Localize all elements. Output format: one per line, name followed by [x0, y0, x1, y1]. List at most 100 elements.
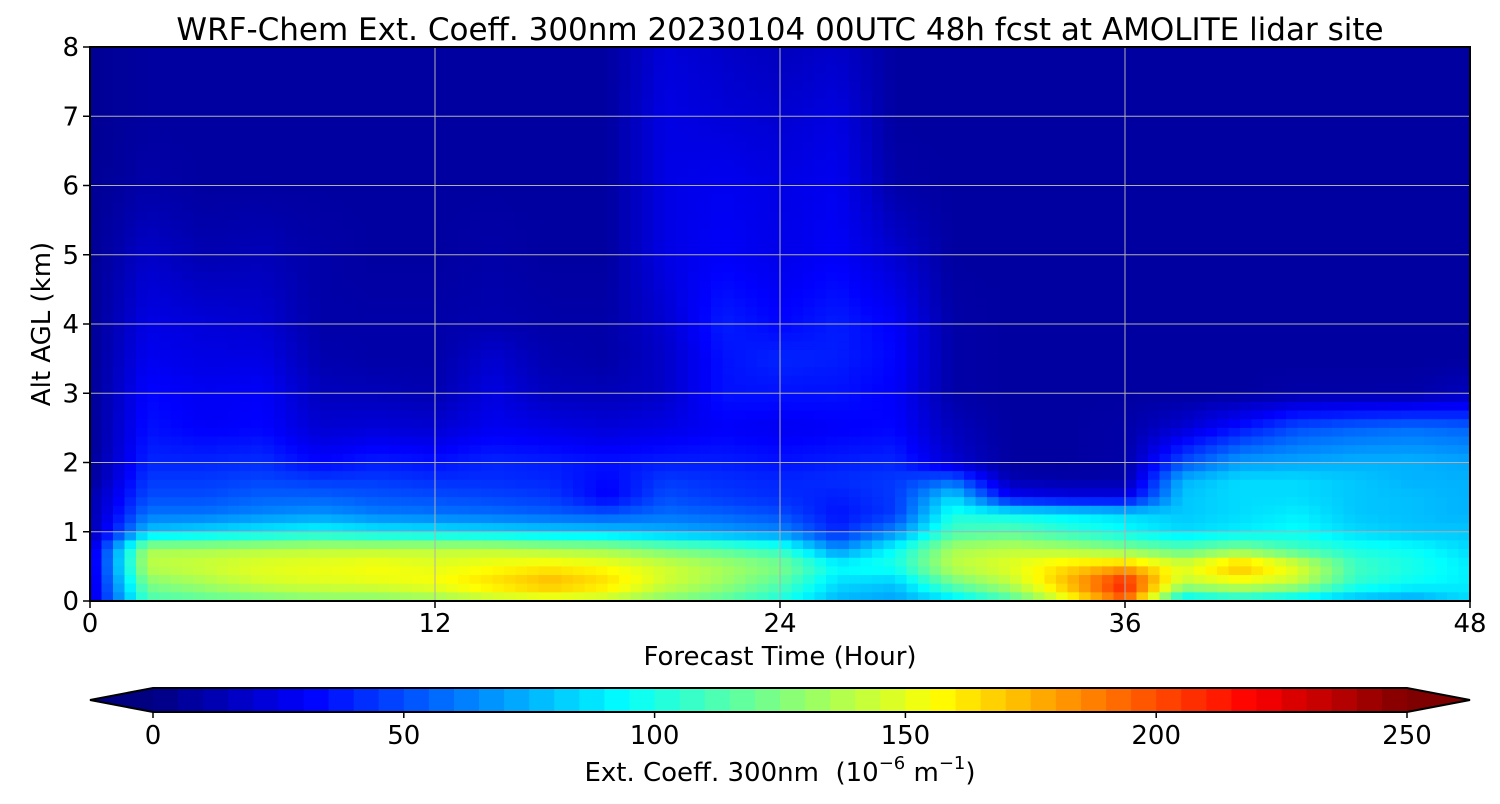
heatmap-cell: [113, 349, 126, 360]
heatmap-cell: [975, 237, 988, 247]
heatmap-cell: [423, 55, 436, 65]
heatmap-cell: [136, 176, 149, 187]
heatmap-cell: [1378, 306, 1391, 316]
heatmap-cell: [550, 90, 563, 100]
heatmap-cell: [124, 176, 137, 187]
heatmap-cell: [1010, 220, 1023, 230]
heatmap-cell: [377, 185, 390, 195]
heatmap-cell: [297, 159, 310, 169]
heatmap-cell: [504, 72, 517, 83]
heatmap-cell: [469, 159, 482, 169]
heatmap-cell: [826, 202, 839, 213]
heatmap-cell: [722, 133, 735, 143]
heatmap-cell: [1136, 263, 1149, 273]
heatmap-cell: [205, 280, 218, 290]
heatmap-cell: [1447, 211, 1460, 221]
heatmap-cell: [423, 202, 436, 213]
heatmap-cell: [1366, 133, 1379, 143]
heatmap-cell: [1217, 81, 1230, 91]
heatmap-cell: [159, 81, 172, 91]
heatmap-cell: [400, 324, 413, 334]
heatmap-cell: [1424, 98, 1437, 109]
heatmap-cell: [814, 142, 827, 152]
heatmap-cell: [630, 401, 643, 412]
heatmap-cell: [653, 298, 666, 308]
heatmap-cell: [1424, 289, 1437, 299]
heatmap-cell: [1113, 176, 1126, 187]
heatmap-cell: [377, 47, 390, 57]
heatmap-cell: [1263, 47, 1276, 57]
heatmap-cell: [504, 263, 517, 273]
heatmap-cell: [170, 358, 183, 368]
heatmap-cell: [308, 393, 321, 403]
heatmap-cell: [1044, 324, 1057, 334]
heatmap-cell: [1010, 64, 1023, 74]
heatmap-cell: [262, 98, 275, 109]
heatmap-cell: [1056, 159, 1069, 169]
heatmap-cell: [1125, 47, 1138, 57]
heatmap-cell: [331, 341, 344, 351]
heatmap-cell: [1044, 375, 1057, 386]
heatmap-cell: [1056, 358, 1069, 368]
heatmap-cell: [1228, 315, 1241, 325]
heatmap-cell: [1263, 237, 1276, 247]
heatmap-cell: [1171, 341, 1184, 351]
heatmap-cell: [504, 289, 517, 299]
heatmap-cell: [1435, 341, 1448, 351]
heatmap-cell: [1412, 332, 1425, 342]
heatmap-cell: [1274, 116, 1287, 126]
heatmap-cell: [711, 55, 724, 65]
heatmap-cell: [642, 150, 655, 161]
heatmap-cell: [446, 349, 459, 360]
heatmap-cell: [883, 375, 896, 386]
heatmap-cell: [435, 107, 448, 117]
heatmap-cell: [814, 150, 827, 161]
heatmap-cell: [1343, 81, 1356, 91]
heatmap-cell: [331, 116, 344, 126]
heatmap-cell: [688, 72, 701, 83]
heatmap-cell: [446, 211, 459, 221]
heatmap-cell: [665, 194, 678, 204]
heatmap-cell: [1458, 194, 1470, 204]
heatmap-cell: [1067, 55, 1080, 65]
heatmap-cell: [527, 107, 540, 117]
heatmap-cell: [676, 332, 689, 342]
heatmap-cell: [596, 124, 609, 135]
heatmap-cell: [722, 47, 735, 57]
heatmap-cell: [285, 306, 298, 316]
heatmap-cell: [262, 384, 275, 394]
heatmap-cell: [1194, 367, 1207, 377]
heatmap-cell: [895, 289, 908, 299]
heatmap-cell: [642, 315, 655, 325]
heatmap-cell: [998, 81, 1011, 91]
heatmap-cell: [1263, 298, 1276, 308]
heatmap-cell: [366, 211, 379, 221]
heatmap-cell: [228, 332, 241, 342]
heatmap-cell: [1274, 72, 1287, 83]
heatmap-cell: [1366, 202, 1379, 213]
heatmap-cell: [435, 315, 448, 325]
heatmap-cell: [1263, 220, 1276, 230]
heatmap-cell: [630, 228, 643, 239]
heatmap-cell: [216, 280, 229, 290]
heatmap-cell: [239, 246, 252, 256]
heatmap-cell: [895, 116, 908, 126]
heatmap-cell: [1010, 107, 1023, 117]
heatmap-cell: [274, 315, 287, 325]
heatmap-cell: [389, 159, 402, 169]
heatmap-cell: [1332, 367, 1345, 377]
heatmap-cell: [734, 375, 747, 386]
heatmap-cell: [1113, 159, 1126, 169]
heatmap-cell: [561, 272, 574, 282]
heatmap-cell: [1251, 168, 1264, 178]
heatmap-cell: [711, 349, 724, 360]
heatmap-cell: [538, 375, 551, 386]
heatmap-cell: [665, 375, 678, 386]
heatmap-cell: [607, 289, 620, 299]
heatmap-cell: [262, 358, 275, 368]
heatmap-cell: [274, 393, 287, 403]
heatmap-cell: [1136, 168, 1149, 178]
heatmap-cell: [561, 194, 574, 204]
heatmap-cell: [1033, 375, 1046, 386]
heatmap-cell: [998, 116, 1011, 126]
